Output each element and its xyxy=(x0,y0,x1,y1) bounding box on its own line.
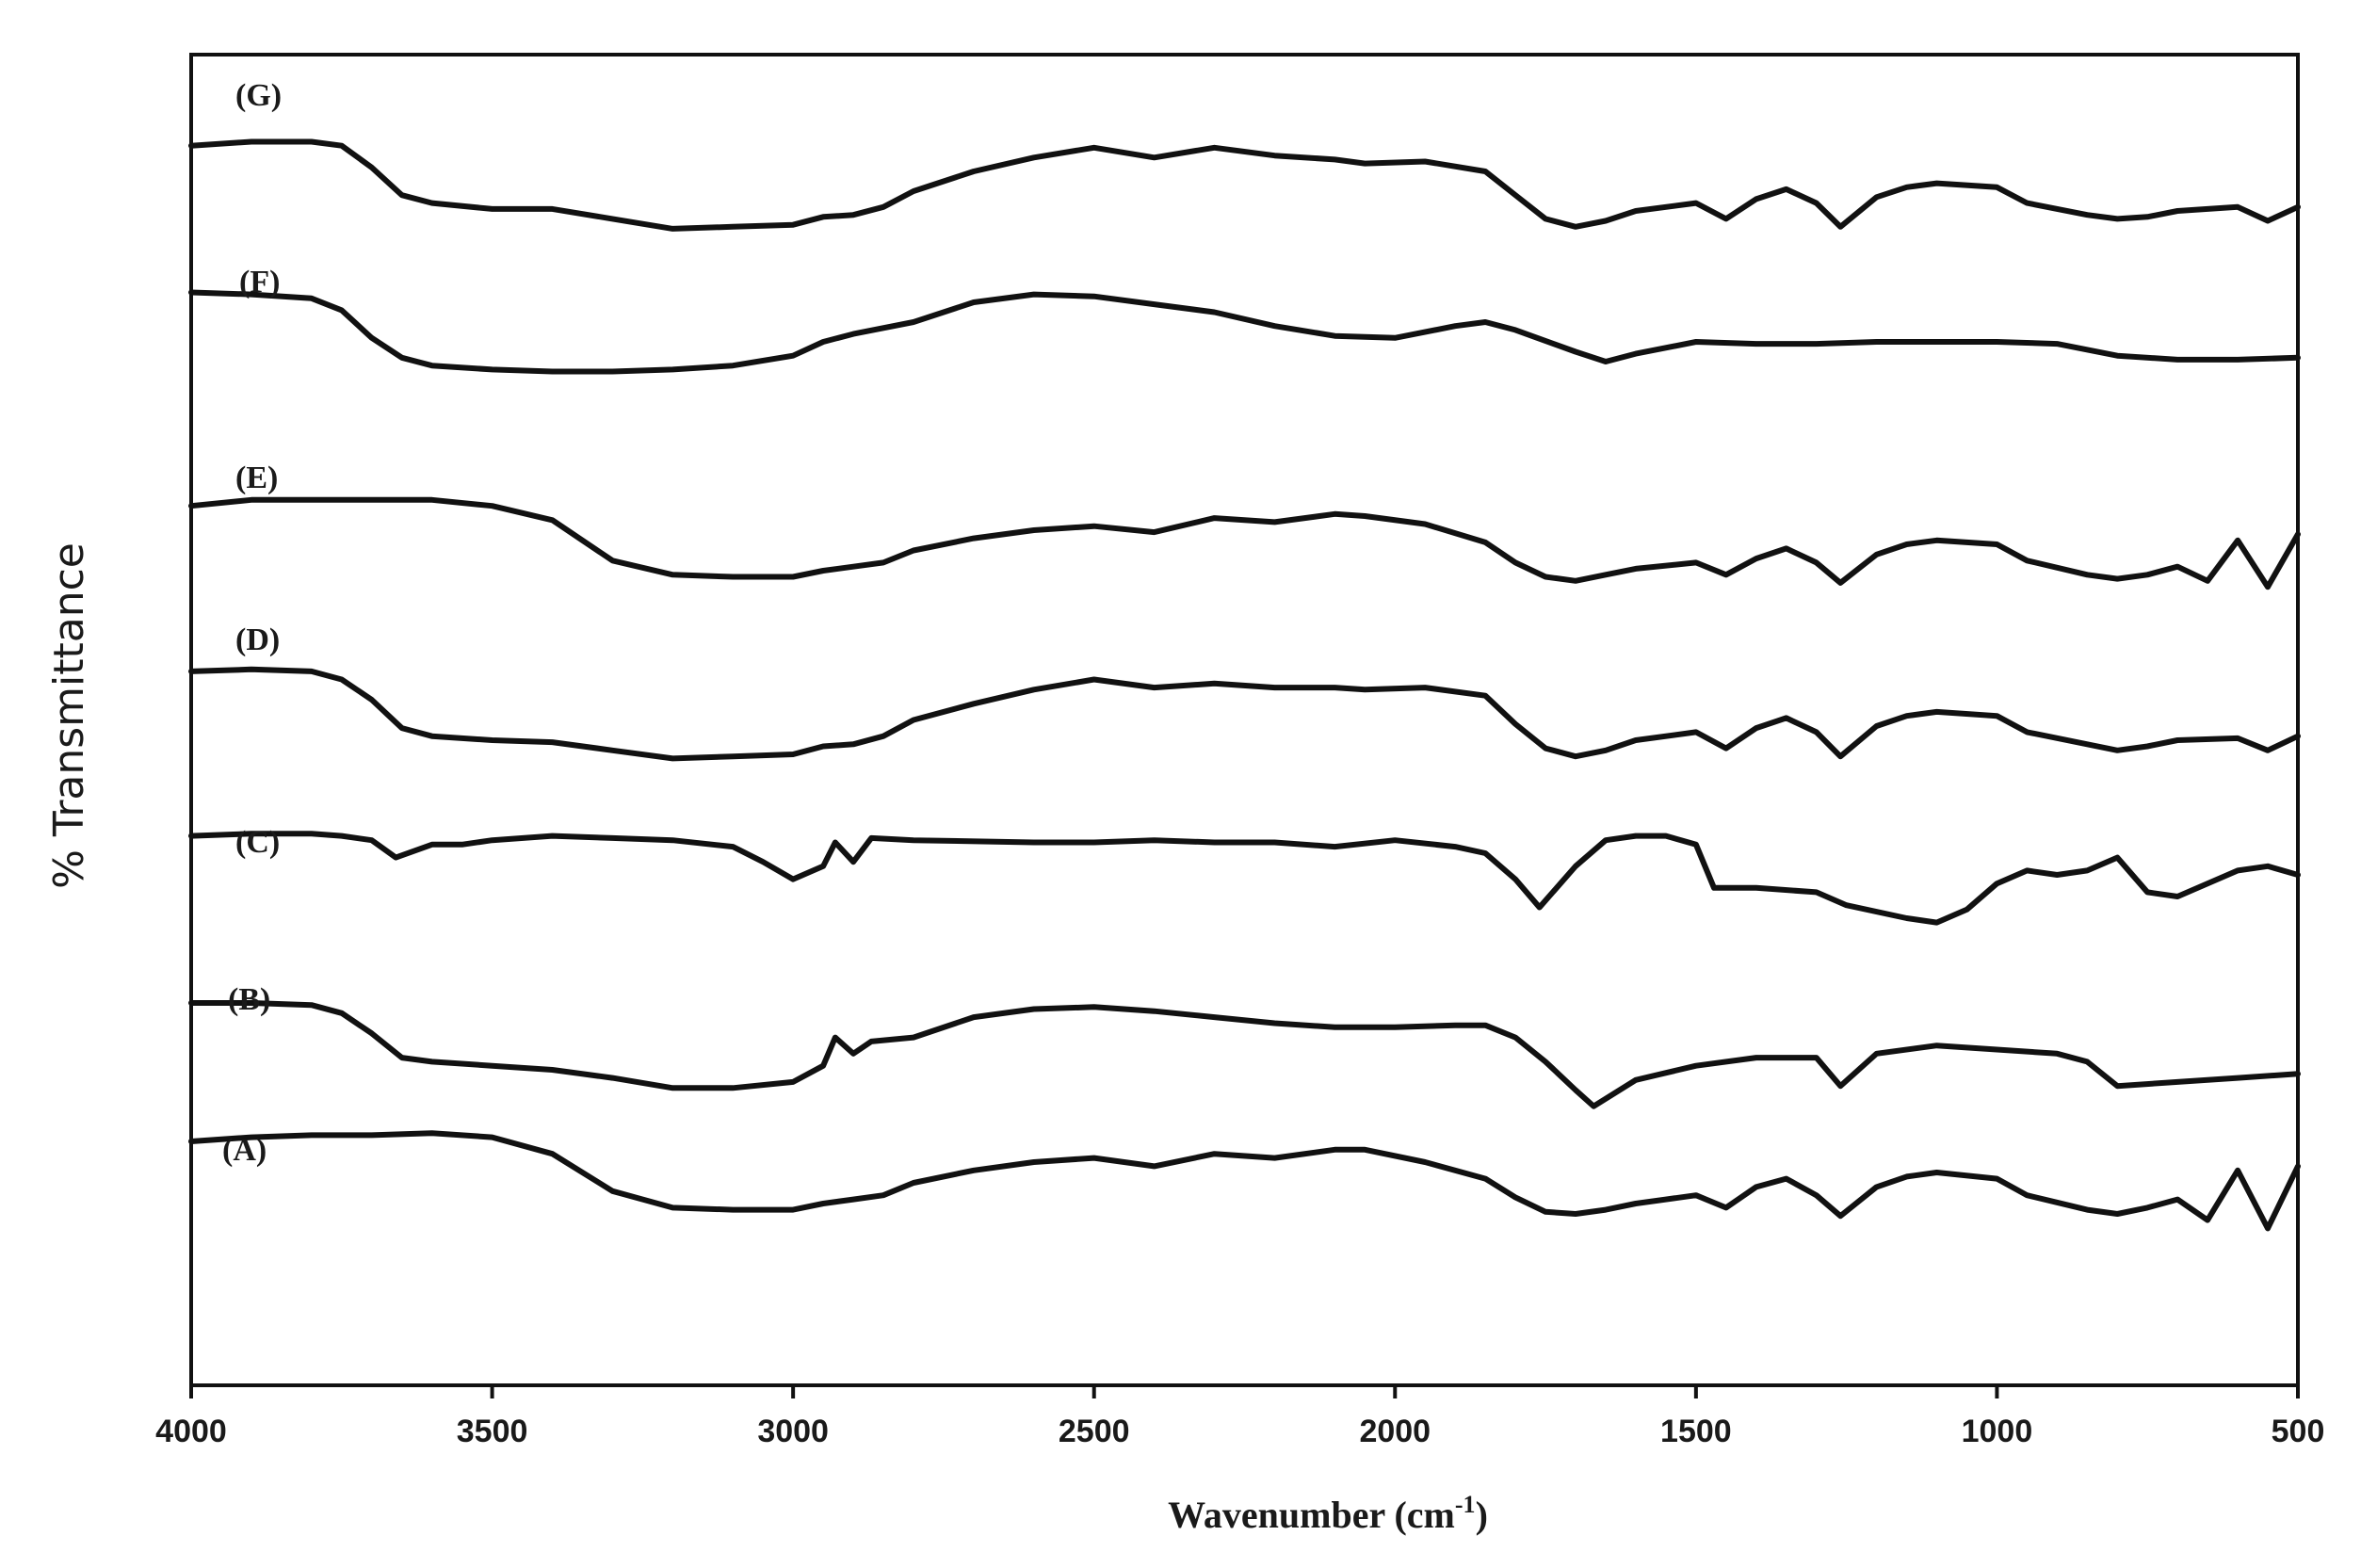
x-tick-label: 3500 xyxy=(457,1414,528,1449)
y-axis-title: % Transmittance xyxy=(45,542,93,889)
trace-label-f: (F) xyxy=(239,265,280,299)
trace-label-a: (A) xyxy=(222,1133,267,1168)
x-tick-label: 1500 xyxy=(1660,1414,1732,1449)
trace-label-c: (C) xyxy=(235,825,280,860)
trace-label-e: (E) xyxy=(235,461,278,495)
trace-d xyxy=(188,666,2301,762)
trace-b xyxy=(188,1000,2301,1109)
plot-frame xyxy=(189,53,2300,1387)
spectra-labels: (G) (F) (E) (D) (C) (B) (A) xyxy=(222,78,282,1168)
x-tick-label: 2500 xyxy=(1059,1414,1130,1449)
trace-label-d: (D) xyxy=(235,622,280,657)
trace-f xyxy=(188,289,2301,375)
x-axis-tick-labels: 4000 3500 3000 2500 2000 1500 1000 500 xyxy=(155,1414,2324,1449)
x-tick-label: 3000 xyxy=(757,1414,829,1449)
x-axis-title: Wavenumber (cm-1) xyxy=(1168,1491,1488,1536)
trace-a xyxy=(188,1130,2301,1232)
trace-label-b: (B) xyxy=(228,982,270,1017)
x-tick-label: 4000 xyxy=(155,1414,227,1449)
trace-label-g: (G) xyxy=(235,78,282,113)
x-tick-label: 2000 xyxy=(1359,1414,1431,1449)
trace-e xyxy=(188,496,2301,590)
x-axis-ticks xyxy=(189,1385,2300,1398)
x-tick-label: 500 xyxy=(2272,1414,2325,1449)
trace-c xyxy=(188,831,2301,926)
x-tick-label: 1000 xyxy=(1962,1414,2033,1449)
spectra-traces xyxy=(188,138,2301,1232)
trace-g xyxy=(188,138,2301,232)
